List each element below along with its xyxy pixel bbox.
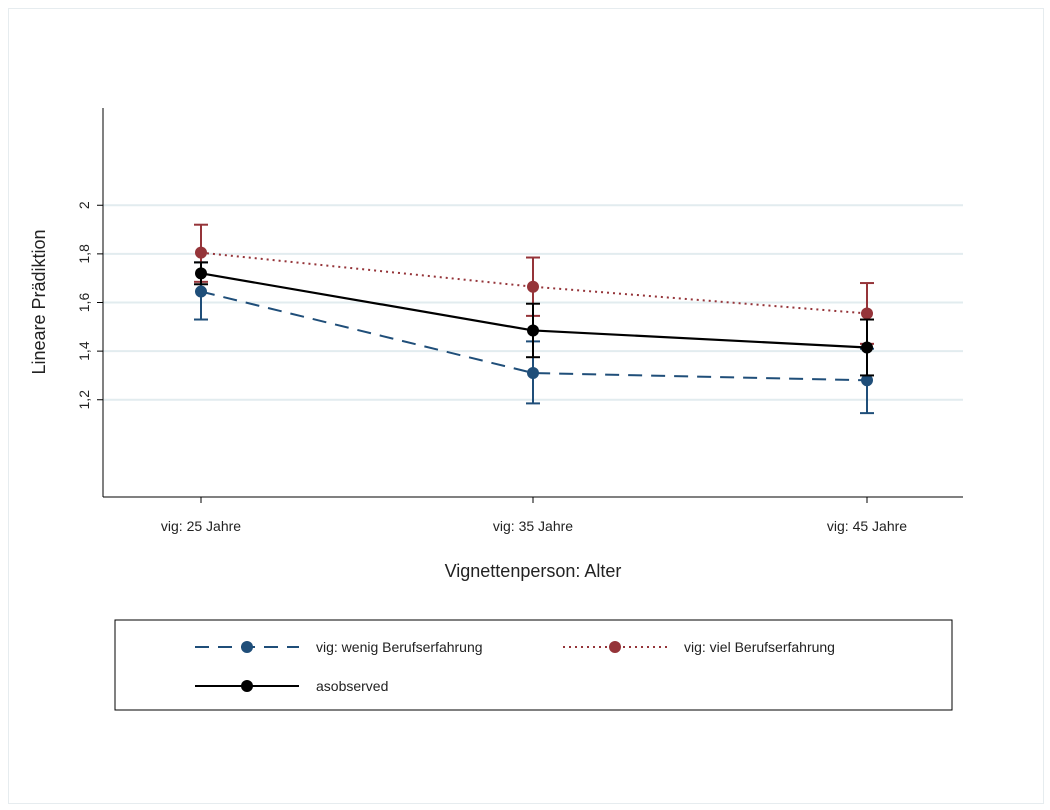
legend: vig: wenig Berufserfahrung vig: viel Beru…	[114, 619, 953, 711]
ticks: 1,2 1,4 1,6 1,8 2 vig: 25 Jahre vig: 35 Jahre v…	[76, 201, 907, 534]
data-point	[195, 267, 207, 280]
y-tick-label: 1,8	[76, 244, 92, 264]
x-tick-label: vig: 25 Jahre	[161, 518, 241, 534]
y-tick-label: 1,2	[76, 390, 92, 410]
legend-box	[114, 619, 953, 711]
data-point	[861, 374, 873, 387]
data-point	[195, 246, 207, 259]
legend-label: vig: wenig Berufserfahrung	[316, 639, 483, 655]
series-2	[194, 261, 874, 377]
y-tick-label: 1,6	[76, 293, 92, 313]
data-point	[527, 280, 539, 293]
y-tick-label: 2	[76, 201, 92, 209]
legend-marker	[241, 680, 253, 692]
series	[194, 223, 874, 415]
legend-marker	[241, 641, 253, 653]
legend-item-1: vig: viel Berufserfahrung	[563, 639, 835, 655]
data-point	[861, 341, 873, 354]
legend-item-2: asobserved	[195, 678, 388, 694]
x-tick-label: vig: 35 Jahre	[493, 518, 573, 534]
data-point	[195, 285, 207, 298]
data-point	[527, 367, 539, 380]
data-point	[861, 307, 873, 320]
data-point	[527, 324, 539, 337]
legend-marker	[609, 641, 621, 653]
y-axis-title: Lineare Prädiktion	[29, 229, 49, 374]
x-axis-title: Vignettenperson: Alter	[445, 561, 622, 581]
x-tick-label: vig: 45 Jahre	[827, 518, 907, 534]
legend-label: vig: viel Berufserfahrung	[684, 639, 835, 655]
legend-label: asobserved	[316, 678, 388, 694]
series-line	[200, 290, 868, 382]
y-tick-label: 1,4	[76, 341, 92, 361]
legend-item-0: vig: wenig Berufserfahrung	[195, 639, 483, 655]
